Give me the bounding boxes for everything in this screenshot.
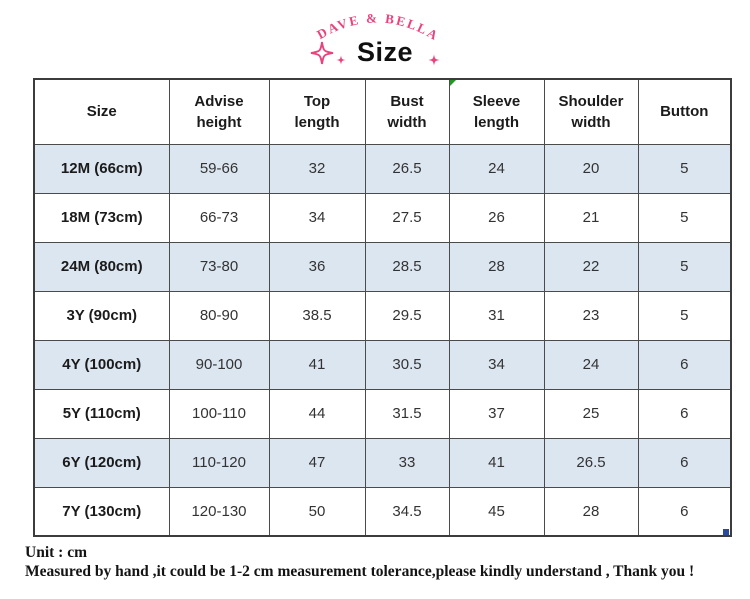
column-header-shoulder-width: Shoulder width: [543, 78, 639, 145]
value-cell: 5: [637, 143, 732, 194]
sparkle-icon: [428, 54, 440, 66]
table-row: 3Y (90cm) 80-90 38.5 29.5 31 23 5: [33, 290, 732, 341]
value-cell: 34: [268, 192, 366, 243]
value-cell: 44: [268, 388, 366, 439]
table-row: 18M (73cm) 66-73 34 27.5 26 21 5: [33, 192, 732, 243]
unit-note: Unit : cm: [25, 544, 87, 561]
value-cell: 73-80: [168, 241, 270, 292]
value-cell: 6: [637, 339, 732, 390]
value-cell: 22: [543, 241, 639, 292]
brand-decoration: DAVE & BELLA: [310, 10, 440, 66]
value-cell: 80-90: [168, 290, 270, 341]
value-cell: 47: [268, 437, 366, 488]
value-cell: 30.5: [364, 339, 450, 390]
value-cell: 50: [268, 486, 366, 537]
value-cell: 38.5: [268, 290, 366, 341]
excel-corner-marker-icon: [723, 529, 729, 535]
size-table: Size Advise height Top length Bust width…: [33, 78, 732, 537]
table-row: 7Y (130cm) 120-130 50 34.5 45 28 6: [33, 486, 732, 537]
value-cell: 41: [448, 437, 545, 488]
excel-error-triangle-icon: [450, 80, 456, 86]
column-header-button: Button: [637, 78, 732, 145]
column-header-top-length: Top length: [268, 78, 366, 145]
value-cell: 20: [543, 143, 639, 194]
column-header-advise-height: Advise height: [168, 78, 270, 145]
value-cell: 32: [268, 143, 366, 194]
value-cell: 120-130: [168, 486, 270, 537]
value-cell: 26: [448, 192, 545, 243]
value-cell: 31.5: [364, 388, 450, 439]
value-cell: 100-110: [168, 388, 270, 439]
value-cell: 5: [637, 290, 732, 341]
value-cell: 34.5: [364, 486, 450, 537]
value-cell: 45: [448, 486, 545, 537]
value-cell: 29.5: [364, 290, 450, 341]
value-cell: 5: [637, 241, 732, 292]
value-cell: 26.5: [364, 143, 450, 194]
size-cell: 5Y (110cm): [33, 388, 170, 439]
table-row: 12M (66cm) 59-66 32 26.5 24 20 5: [33, 143, 732, 194]
value-cell: 33: [364, 437, 450, 488]
value-cell: 28.5: [364, 241, 450, 292]
size-cell: 12M (66cm): [33, 143, 170, 194]
value-cell: 6: [637, 486, 732, 537]
table-row: 24M (80cm) 73-80 36 28.5 28 22 5: [33, 241, 732, 292]
value-cell: 6: [637, 388, 732, 439]
size-cell: 18M (73cm): [33, 192, 170, 243]
value-cell: 28: [448, 241, 545, 292]
value-cell: 24: [543, 339, 639, 390]
sparkle-icon: [336, 55, 346, 65]
value-cell: 110-120: [168, 437, 270, 488]
value-cell: 41: [268, 339, 366, 390]
column-header-bust-width: Bust width: [364, 78, 450, 145]
column-header-size: Size: [33, 78, 170, 145]
value-cell: 28: [543, 486, 639, 537]
column-header-sleeve-length: Sleeve length: [448, 78, 545, 145]
tolerance-note: Measured by hand ,it could be 1-2 cm mea…: [25, 563, 695, 580]
table-row: 4Y (100cm) 90-100 41 30.5 34 24 6: [33, 339, 732, 390]
header-row: Size Advise height Top length Bust width…: [33, 78, 732, 145]
sparkle-icon: [310, 41, 334, 65]
table-row: 6Y (120cm) 110-120 47 33 41 26.5 6: [33, 437, 732, 488]
value-cell: 23: [543, 290, 639, 341]
value-cell: 34: [448, 339, 545, 390]
value-cell: 21: [543, 192, 639, 243]
size-cell: 3Y (90cm): [33, 290, 170, 341]
size-cell: 6Y (120cm): [33, 437, 170, 488]
footer: Unit : cm Measured by hand ,it could be …: [25, 543, 740, 581]
size-cell: 4Y (100cm): [33, 339, 170, 390]
size-cell: 24M (80cm): [33, 241, 170, 292]
value-cell: 27.5: [364, 192, 450, 243]
value-cell: 66-73: [168, 192, 270, 243]
table-row: 5Y (110cm) 100-110 44 31.5 37 25 6: [33, 388, 732, 439]
page-title: Size: [356, 37, 414, 67]
value-cell: 37: [448, 388, 545, 439]
value-cell: 59-66: [168, 143, 270, 194]
value-cell: 25: [543, 388, 639, 439]
value-cell: 26.5: [543, 437, 639, 488]
value-cell: 24: [448, 143, 545, 194]
value-cell: 6: [637, 437, 732, 488]
size-cell: 7Y (130cm): [33, 486, 170, 537]
value-cell: 36: [268, 241, 366, 292]
value-cell: 31: [448, 290, 545, 341]
value-cell: 90-100: [168, 339, 270, 390]
value-cell: 5: [637, 192, 732, 243]
